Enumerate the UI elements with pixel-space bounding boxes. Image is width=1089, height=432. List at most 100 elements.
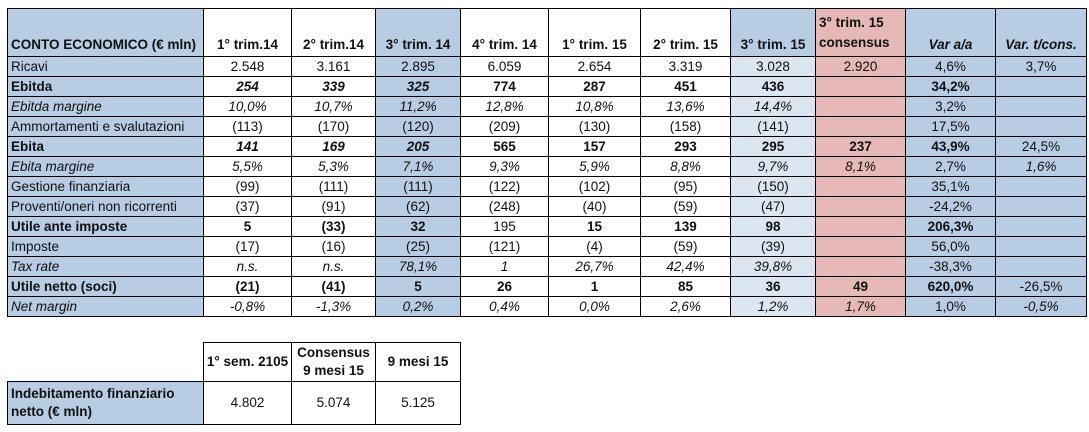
column-header: 1° trim. 15 [548,8,641,57]
row-label: Ammortamenti e svalutazioni [7,116,204,137]
row-label: Indebitamento finanziario netto (€ mln) [7,381,204,425]
value-cell: -0,8% [203,296,292,317]
value-cell: 293 [640,136,731,157]
value-cell: (47) [730,196,816,217]
table-row: Ammortamenti e svalutazioni (113) (170) (12… [7,116,1087,137]
table-title: CONTO ECONOMICO (€ mln) [7,8,204,57]
column-header: 2° trim. 15 [640,8,731,57]
value-cell: 3,7% [995,56,1087,77]
value-cell: 0,4% [460,296,549,317]
column-header: 3° trim. 15 consensus [815,8,906,57]
value-cell: 49 [815,276,906,297]
table-row: Ebita 141 169 205 565 157 293 295 237 43,9% 24,5% [7,136,1087,157]
value-cell: 565 [460,136,549,157]
value-cell: 206,3% [905,216,996,237]
value-cell: 1,0% [905,296,996,317]
value-cell: (130) [548,116,641,137]
value-cell: -1,3% [291,296,376,317]
value-cell: 2.654 [548,56,641,77]
row-label: Net margin [7,296,204,317]
value-cell: 43,9% [905,136,996,157]
table-row: Imposte (17) (16) (25) (121) (4) (59) (39) 56,0% [7,236,1087,257]
value-cell: 7,1% [375,156,461,177]
value-cell: 169 [291,136,376,157]
value-cell: (102) [548,176,641,197]
column-header: Consensus 9 mesi 15 [291,342,376,382]
value-cell: 13,6% [640,96,731,117]
value-cell: (120) [375,116,461,137]
value-cell: 436 [730,76,816,97]
value-cell: (59) [640,236,731,257]
value-cell: n.s. [291,256,376,277]
income-statement-table: CONTO ECONOMICO (€ mln) 1° trim.14 2° trim… [7,8,1087,317]
value-cell: (209) [460,116,549,137]
value-cell: 0,0% [548,296,641,317]
value-cell: -0,5% [995,296,1087,317]
value-cell [815,116,906,137]
value-cell: 56,0% [905,236,996,257]
table-row: Ebitda 254 339 325 774 287 451 436 34,2% [7,76,1087,97]
value-cell: 34,2% [905,76,996,97]
value-cell: 98 [730,216,816,237]
row-label: Imposte [7,236,204,257]
value-cell: 9,3% [460,156,549,177]
value-cell: (141) [730,116,816,137]
value-cell: 205 [375,136,461,157]
row-label: Proventi/oneri non ricorrenti [7,196,204,217]
value-cell: (150) [730,176,816,197]
value-cell: 32 [375,216,461,237]
value-cell [815,76,906,97]
row-label: Utile netto (soci) [7,276,204,297]
table-row: Tax rate n.s. n.s. 78,1% 1 26,7% 42,4% 39,8% -38… [7,256,1087,277]
value-cell: 2.920 [815,56,906,77]
value-cell: 8,8% [640,156,731,177]
value-cell: (62) [375,196,461,217]
value-cell: (113) [203,116,292,137]
value-cell: 2,7% [905,156,996,177]
empty-corner-cell [8,343,204,382]
value-cell [815,176,906,197]
value-cell [995,256,1087,277]
value-cell: 4,6% [905,56,996,77]
value-cell: (33) [291,216,376,237]
column-header: 1° trim.14 [203,8,292,57]
value-cell [995,116,1087,137]
table-row: Ricavi 2.548 3.161 2.895 6.059 2.654 3.319 3.02… [7,56,1087,77]
value-cell [815,196,906,217]
value-cell: (40) [548,196,641,217]
value-cell: 5,9% [548,156,641,177]
value-cell [995,196,1087,217]
value-cell: (99) [203,176,292,197]
header-row: CONTO ECONOMICO (€ mln) 1° trim.14 2° trim… [7,8,1087,57]
value-cell [995,76,1087,97]
value-cell: 78,1% [375,256,461,277]
table-row: Ebitda margine 10,0% 10,7% 11,2% 12,8% 10,8% 1… [7,96,1087,117]
value-cell: 24,5% [995,136,1087,157]
value-cell: (37) [203,196,292,217]
value-cell: 4.802 [203,381,292,425]
value-cell: 620,0% [905,276,996,297]
value-cell: 12,8% [460,96,549,117]
value-cell: 10,0% [203,96,292,117]
value-cell: 17,5% [905,116,996,137]
value-cell: 254 [203,76,292,97]
table-row: Gestione finanziaria (99) (111) (111) (122)(… [7,176,1087,197]
value-cell [995,216,1087,237]
value-cell: 2,6% [640,296,731,317]
value-cell: 339 [291,76,376,97]
value-cell: 1 [460,256,549,277]
table-row: Proventi/oneri non ricorrenti (37) (91) (62… [7,196,1087,217]
value-cell: 1,6% [995,156,1087,177]
row-label: Ebita margine [7,156,204,177]
value-cell: 5.125 [375,381,461,425]
value-cell: 3,2% [905,96,996,117]
value-cell: 2.548 [203,56,292,77]
value-cell: 287 [548,76,641,97]
value-cell: 141 [203,136,292,157]
column-header: 3° trim. 15 [730,8,816,57]
value-cell: (170) [291,116,376,137]
column-header: 1° sem. 2105 [203,342,292,382]
value-cell: 26,7% [548,256,641,277]
column-header: 9 mesi 15 [375,342,461,382]
value-cell: 9,7% [730,156,816,177]
